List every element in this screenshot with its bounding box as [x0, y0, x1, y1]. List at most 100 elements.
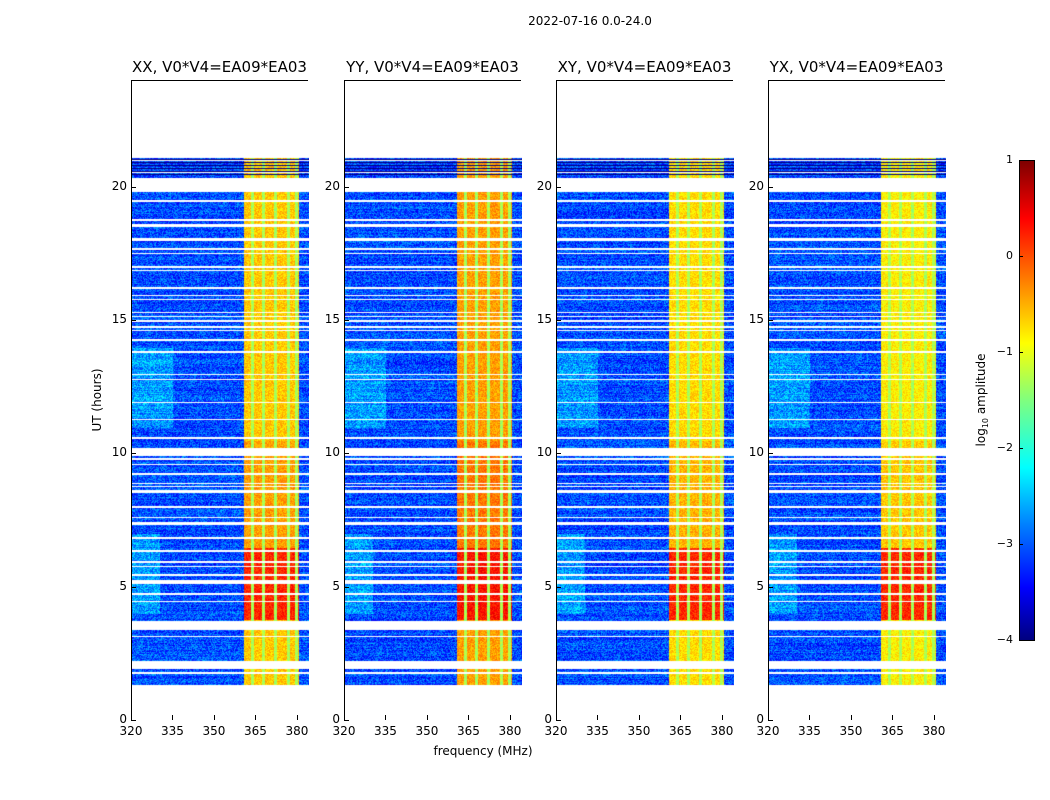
x-tick-label: 380	[498, 724, 522, 738]
y-tick	[131, 720, 136, 721]
spectrogram-panel	[556, 80, 734, 721]
y-tick-label: 10	[748, 445, 764, 460]
x-tick-label: 320	[119, 724, 143, 738]
y-tick-label: 20	[324, 178, 340, 193]
y-axis-label: UT (hours)	[90, 368, 104, 432]
panel-title: YX, V0*V4=EA09*EA03	[769, 58, 944, 76]
x-tick	[680, 715, 682, 720]
y-tick-label: 15	[748, 312, 764, 326]
x-tick	[638, 715, 640, 720]
colorbar-tick	[1019, 160, 1023, 161]
y-tick	[344, 586, 349, 588]
colorbar-tick-label: −1	[996, 345, 1013, 358]
y-tick	[131, 586, 136, 588]
y-tick-label: 5	[119, 578, 127, 593]
colorbar-tick	[1019, 544, 1023, 545]
spectrogram-image	[132, 81, 309, 721]
y-tick	[768, 453, 773, 455]
x-tick-label: 365	[669, 724, 692, 738]
colorbar-tick	[1019, 256, 1023, 257]
x-tick	[768, 715, 769, 720]
spectrogram-panel	[768, 80, 946, 721]
colorbar-label: log10 amplitude	[974, 354, 990, 447]
y-tick	[768, 586, 773, 588]
x-tick-label: 335	[161, 724, 184, 738]
x-tick	[509, 715, 511, 720]
y-tick-label: 20	[748, 178, 764, 193]
y-tick	[556, 320, 561, 321]
colorbar-tick-label: −3	[996, 537, 1013, 550]
y-tick-label: 10	[536, 445, 552, 460]
x-tick-label: 350	[627, 724, 651, 738]
x-tick-label: 380	[922, 724, 946, 738]
y-tick	[768, 320, 773, 321]
x-tick-label: 380	[710, 724, 734, 738]
panel-title: XX, V0*V4=EA09*EA03	[132, 58, 307, 76]
colorbar-label-sub: 10	[981, 417, 991, 429]
colorbar-label-rest: amplitude	[973, 353, 988, 418]
x-tick	[933, 715, 935, 720]
panel-title: YY, V0*V4=EA09*EA03	[346, 58, 519, 76]
y-tick-label: 0	[544, 712, 552, 726]
x-tick-label: 320	[544, 724, 568, 738]
spectrogram-panel	[344, 80, 522, 721]
x-tick-label: 320	[756, 724, 780, 738]
x-tick	[131, 715, 132, 720]
y-tick	[344, 720, 349, 721]
y-tick	[556, 586, 561, 588]
x-tick-label: 350	[839, 724, 863, 738]
x-tick-label: 365	[244, 724, 267, 738]
y-tick-label: 15	[111, 312, 127, 326]
y-tick	[768, 186, 773, 188]
y-tick	[556, 453, 561, 455]
y-tick	[344, 320, 349, 321]
colorbar-tick	[1019, 448, 1023, 449]
x-tick-label: 380	[285, 724, 309, 738]
y-tick-label: 15	[536, 312, 552, 326]
colorbar-tick	[1019, 640, 1023, 641]
x-tick-label: 350	[202, 724, 226, 738]
colorbar-tick-label: 0	[1006, 249, 1013, 262]
x-tick	[850, 715, 852, 720]
x-tick-label: 365	[457, 724, 480, 738]
x-tick-label: 335	[586, 724, 609, 738]
x-tick	[721, 715, 723, 720]
y-tick	[131, 320, 136, 321]
colorbar-tick-label: −2	[996, 441, 1013, 454]
colorbar	[1019, 160, 1035, 641]
x-tick	[892, 715, 894, 720]
y-tick	[131, 186, 136, 188]
spectrogram-panel	[131, 80, 309, 721]
y-tick-label: 0	[332, 712, 340, 726]
panel-title: XY, V0*V4=EA09*EA03	[557, 58, 732, 76]
x-tick	[172, 715, 174, 720]
x-tick-label: 350	[415, 724, 439, 738]
x-tick	[809, 715, 811, 720]
y-tick-label: 0	[119, 712, 127, 726]
y-tick-label: 10	[111, 445, 127, 460]
y-tick-label: 10	[324, 445, 340, 460]
spectrogram-image	[557, 81, 734, 721]
x-tick	[344, 715, 345, 720]
y-tick	[768, 720, 773, 721]
y-tick	[344, 453, 349, 455]
x-tick	[597, 715, 599, 720]
x-tick	[385, 715, 387, 720]
y-tick-label: 5	[332, 578, 340, 593]
colorbar-label-main: log	[973, 428, 988, 447]
x-tick-label: 365	[881, 724, 904, 738]
colorbar-tick-label: 1	[1006, 153, 1013, 166]
y-tick	[556, 186, 561, 188]
spectrogram-image	[769, 81, 946, 721]
y-tick-label: 5	[756, 578, 764, 593]
y-tick	[344, 186, 349, 188]
x-tick-label: 335	[374, 724, 397, 738]
y-tick	[556, 720, 561, 721]
y-tick-label: 0	[756, 712, 764, 726]
x-tick	[468, 715, 470, 720]
x-tick	[296, 715, 298, 720]
spectrogram-image	[345, 81, 522, 721]
x-tick	[213, 715, 215, 720]
y-tick-label: 15	[324, 312, 340, 326]
x-tick	[255, 715, 257, 720]
